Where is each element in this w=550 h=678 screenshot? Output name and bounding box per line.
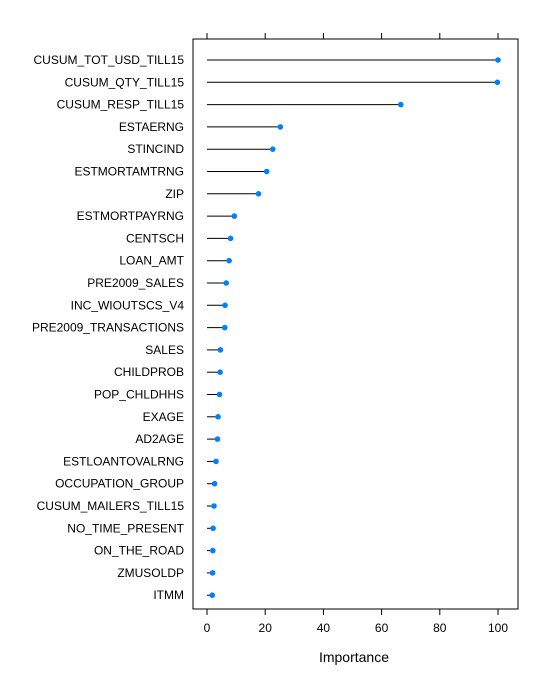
importance-point	[495, 57, 501, 63]
category-label: ESTMORTPAYRNG	[77, 209, 184, 223]
importance-row: CHILDPROB	[114, 365, 223, 379]
x-tick-label: 80	[433, 621, 447, 635]
importance-point	[494, 79, 501, 86]
category-label: CHILDPROB	[114, 365, 184, 379]
importance-point	[209, 592, 216, 598]
importance-point	[277, 124, 284, 130]
importance-row: EXAGE	[143, 410, 221, 424]
category-label: NO_TIME_PRESENT	[67, 521, 184, 535]
importance-point	[210, 525, 216, 532]
category-label: INC_WIOUTSCS_V4	[71, 298, 185, 312]
category-label: CUSUM_MAILERS_TILL15	[37, 499, 185, 513]
importance-row: ZMUSOLDP	[117, 566, 216, 580]
importance-point	[210, 547, 216, 554]
importance-point	[227, 235, 234, 242]
importance-row: POP_CHLDHHS	[94, 388, 223, 402]
importance-point	[398, 101, 404, 108]
importance-row: ZIP	[165, 187, 262, 201]
plot-frame	[192, 38, 519, 610]
importance-point	[269, 146, 276, 152]
importance-point	[222, 302, 228, 309]
bottom-axis-ticks: 0 20 40 60 80 100	[204, 609, 508, 635]
x-tick-label: 100	[488, 621, 508, 635]
importance-row: LOAN_AMT	[119, 254, 232, 268]
importance-row: PRE2009_TRANSACTIONS	[32, 321, 228, 335]
category-label: ITMM	[153, 588, 184, 602]
importance-point	[211, 480, 218, 487]
category-label: ZMUSOLDP	[117, 566, 184, 580]
importance-row: NO_TIME_PRESENT	[67, 521, 216, 535]
category-label: OCCUPATION_GROUP	[55, 477, 184, 491]
importance-point	[216, 391, 223, 398]
top-axis-ticks	[206, 33, 499, 39]
category-label: STINCIND	[127, 142, 184, 156]
importance-row: CENTSCH	[126, 231, 234, 245]
category-label: PRE2009_TRANSACTIONS	[32, 321, 184, 335]
importance-point	[255, 191, 262, 197]
importance-point	[217, 369, 223, 376]
x-axis-title: Importance	[319, 649, 389, 665]
importance-row: ESTMORTAMTRNG	[74, 165, 270, 179]
category-label: CUSUM_TOT_USD_TILL15	[34, 53, 185, 67]
importance-row: CUSUM_RESP_TILL15	[57, 98, 404, 112]
importance-row: ESTLOANTOVALRNG	[63, 454, 219, 468]
category-label: LOAN_AMT	[119, 254, 184, 268]
x-tick-label: 0	[204, 621, 211, 635]
importance-point	[217, 347, 224, 353]
importance-point	[223, 280, 230, 286]
importance-row: SALES	[145, 343, 224, 357]
importance-row: AD2AGE	[135, 432, 221, 446]
importance-rows: CUSUM_TOT_USD_TILL15 CUSUM_QTY_TILL15 CUSU…	[32, 53, 501, 602]
category-label: ZIP	[165, 187, 184, 201]
x-tick-label: 40	[317, 621, 331, 635]
importance-point	[211, 503, 217, 509]
importance-row: ITMM	[153, 588, 216, 602]
category-label: PRE2009_SALES	[87, 276, 184, 290]
importance-row: ON_THE_ROAD	[94, 544, 216, 558]
importance-row: CUSUM_QTY_TILL15	[65, 75, 501, 89]
importance-row: CUSUM_MAILERS_TILL15	[37, 499, 217, 513]
category-label: ESTMORTAMTRNG	[74, 165, 184, 179]
importance-point	[221, 324, 228, 331]
x-tick-label: 60	[375, 621, 389, 635]
category-label: POP_CHLDHHS	[94, 388, 184, 402]
importance-row: CUSUM_TOT_USD_TILL15	[34, 53, 501, 67]
importance-row: ESTAERNG	[119, 120, 284, 134]
importance-point	[263, 168, 270, 175]
category-label: SALES	[145, 343, 184, 357]
category-label: CUSUM_QTY_TILL15	[65, 75, 185, 89]
category-label: ESTLOANTOVALRNG	[63, 454, 184, 468]
importance-row: STINCIND	[127, 142, 276, 156]
category-label: ON_THE_ROAD	[94, 544, 184, 558]
importance-row: OCCUPATION_GROUP	[55, 477, 218, 491]
importance-row: INC_WIOUTSCS_V4	[71, 298, 228, 312]
importance-point	[215, 414, 221, 420]
importance-point	[209, 570, 216, 576]
x-tick-label: 20	[259, 621, 273, 635]
importance-row: ESTMORTPAYRNG	[77, 209, 238, 223]
importance-point	[213, 458, 219, 465]
category-label: CENTSCH	[126, 231, 184, 245]
category-label: ESTAERNG	[119, 120, 184, 134]
importance-point	[214, 436, 221, 442]
importance-point	[226, 257, 232, 264]
category-label: AD2AGE	[135, 432, 184, 446]
category-label: EXAGE	[143, 410, 184, 424]
category-label: CUSUM_RESP_TILL15	[57, 98, 185, 112]
importance-row: PRE2009_SALES	[87, 276, 230, 290]
importance-point	[231, 213, 238, 219]
